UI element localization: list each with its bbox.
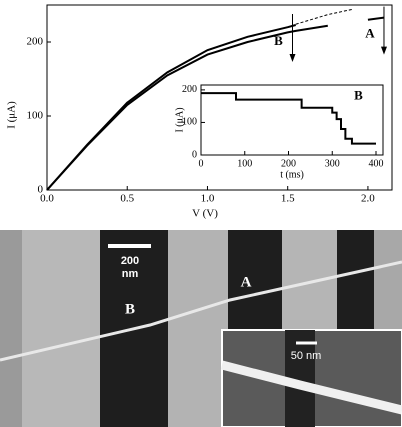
curve <box>201 92 376 145</box>
wire <box>0 260 402 362</box>
annotation: A <box>365 26 375 41</box>
x-tick-label: 400 <box>369 158 384 169</box>
y-tick-label: 200 <box>27 36 44 48</box>
x-tick-label: 100 <box>237 158 252 169</box>
scale-label: 200 <box>121 255 139 267</box>
scale-label: 50 nm <box>291 350 322 362</box>
stripe <box>0 230 22 427</box>
micrograph: 200 nm B A 50 nm <box>0 230 402 427</box>
x-tick-label: 1.0 <box>201 193 215 205</box>
y-tick-label: 100 <box>27 110 44 122</box>
marker: B <box>125 301 135 317</box>
plot-frame <box>46 4 393 191</box>
y-axis-label: I (μA) <box>6 101 18 129</box>
y-tick-label: 100 <box>182 117 197 128</box>
x-axis-label: V (V) <box>192 208 218 220</box>
inset-wire <box>220 360 402 415</box>
annotation: B <box>274 33 283 48</box>
curve <box>367 16 385 21</box>
curve <box>46 24 296 191</box>
arrowhead <box>289 54 296 62</box>
x-axis-label: t (ms) <box>280 169 304 180</box>
x-tick-label: 0.0 <box>40 193 54 205</box>
x-tick-label: 0.5 <box>120 193 134 205</box>
marker: A <box>241 274 252 290</box>
curve <box>295 8 352 25</box>
x-tick-label: 1.5 <box>281 193 295 205</box>
x-tick-label: 2.0 <box>361 193 375 205</box>
scale-label: nm <box>122 268 139 280</box>
y-tick-label: 200 <box>182 84 197 95</box>
x-tick-label: 200 <box>281 158 296 169</box>
x-tick-label: 0 <box>199 158 204 169</box>
x-tick-label: 300 <box>325 158 340 169</box>
stripe <box>168 230 228 427</box>
stripe <box>22 230 100 427</box>
y-axis-label: I (μA) <box>174 107 185 132</box>
y-tick-label: 0 <box>192 149 197 160</box>
annotation: B <box>354 87 363 102</box>
arrowhead <box>380 46 387 55</box>
y-tick-label: 0 <box>38 184 44 196</box>
